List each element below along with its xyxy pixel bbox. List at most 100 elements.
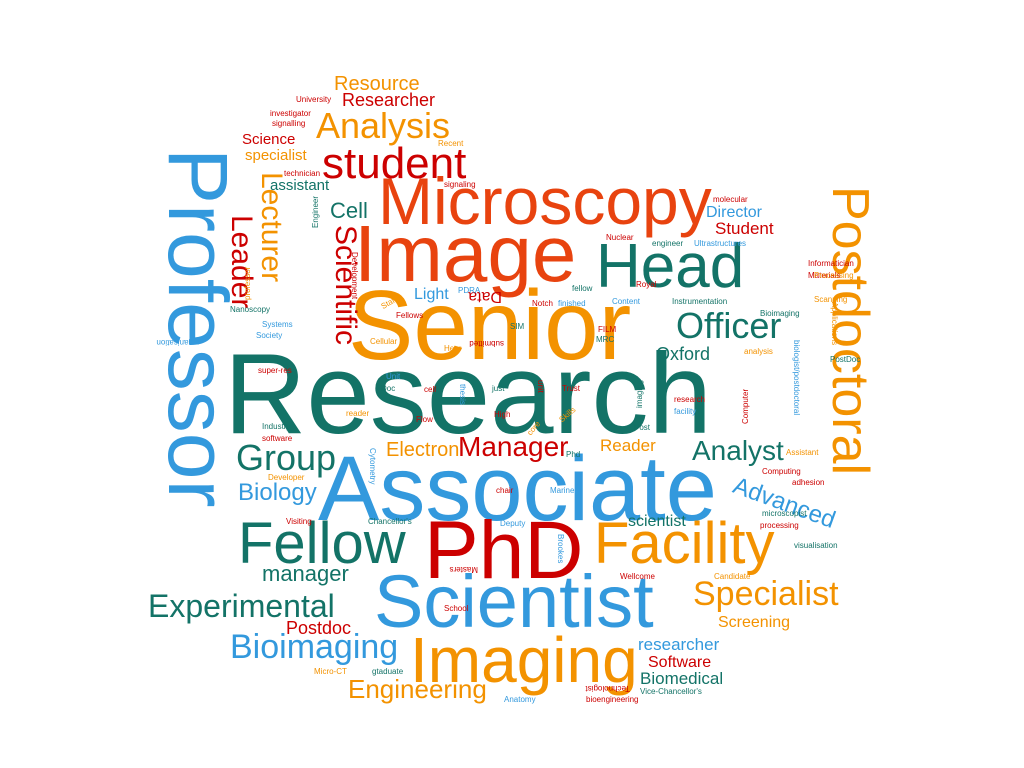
word-micro-ct: Micro-CT bbox=[314, 667, 347, 676]
word-research: Research bbox=[224, 331, 712, 458]
word-engineering: Engineering bbox=[348, 674, 487, 704]
word-thesis: thesis bbox=[458, 384, 467, 405]
word-doc: Doc bbox=[381, 384, 396, 393]
word-postdoc-camel: PostDoc bbox=[830, 355, 861, 364]
word-analysis: Analysis bbox=[316, 105, 451, 146]
word-analyst: Analyst bbox=[692, 435, 784, 466]
word-super-res: super-res bbox=[258, 366, 292, 375]
word-visiting: Visiting bbox=[286, 517, 312, 526]
word-oxford: Oxford bbox=[656, 344, 711, 364]
word-mrc: MRC bbox=[596, 335, 615, 344]
word-just: just bbox=[492, 384, 505, 393]
word-scientist: Scientist bbox=[374, 560, 654, 643]
word-microscopy: Microscopy bbox=[378, 164, 712, 238]
word-systems: Systems bbox=[262, 320, 293, 329]
word-professor-lc: professor bbox=[243, 266, 252, 300]
word-cytometry: Cytometry bbox=[368, 448, 377, 485]
word-visualisation: visualisation bbox=[794, 541, 838, 550]
word-cell: Cell bbox=[330, 198, 368, 223]
word-electron: Electron bbox=[386, 439, 460, 461]
word-manager: Manager bbox=[458, 431, 569, 462]
word-research-lc: research bbox=[674, 395, 706, 404]
word-group: Group bbox=[236, 437, 337, 478]
word-high: High bbox=[494, 410, 511, 419]
word-scanning: Scanning bbox=[814, 295, 848, 304]
word-recent: Recent bbox=[438, 139, 464, 148]
word-signaling: signaling bbox=[444, 180, 476, 189]
word-vice-chancellors: Vice-Chancellor's bbox=[640, 687, 702, 696]
word-software-lc: software bbox=[262, 434, 293, 443]
word-applications: Applications bbox=[830, 302, 839, 346]
word-science: Science bbox=[242, 131, 296, 148]
word-ultrastructures: Ultrastructures bbox=[694, 239, 747, 248]
word-facility-lc: facility bbox=[674, 407, 697, 416]
word-molecular: molecular bbox=[713, 195, 748, 204]
word-post: Post bbox=[634, 423, 651, 432]
word-assistant: assistant bbox=[270, 177, 330, 194]
word-reader: Reader bbox=[600, 436, 656, 455]
word-nanoscopy: Nanoscopy bbox=[230, 305, 271, 314]
word-film: FILM bbox=[598, 325, 617, 334]
word-fellow-lc: fellow bbox=[572, 284, 593, 293]
word-university: University bbox=[296, 95, 332, 104]
word-facility: Facility bbox=[594, 511, 775, 576]
word-anatomy: Anatomy bbox=[504, 695, 536, 704]
word-fellow: Fellow bbox=[238, 511, 406, 576]
word-software: Software bbox=[648, 654, 712, 671]
word-researcher-lc: researcher bbox=[638, 635, 720, 654]
word-image: Image bbox=[354, 209, 577, 298]
word-phd-lc: Phd bbox=[566, 450, 581, 459]
word-chancellors: Chancellor's bbox=[368, 517, 412, 526]
word-biologist-postdoctoral: biologist/postdoctoral bbox=[792, 340, 801, 416]
word-imaging: Imaging bbox=[410, 624, 638, 696]
word-light: Light bbox=[414, 286, 449, 303]
word-content: Content bbox=[612, 297, 641, 306]
word-signalling: signalling bbox=[272, 119, 306, 128]
word-student: student bbox=[322, 139, 467, 188]
word-cellular: Cellular bbox=[370, 337, 398, 346]
word-gtaduate: gtaduate bbox=[372, 667, 404, 676]
word-hear: Hear bbox=[444, 344, 462, 353]
word-biomedical: Biomedical bbox=[640, 669, 724, 688]
word-notch: Notch bbox=[532, 299, 553, 308]
word-wellcome: Wellcome bbox=[620, 572, 655, 581]
word-manager-lc: manager bbox=[262, 561, 349, 586]
word-imaging-lc: imaging bbox=[635, 379, 644, 408]
word-flow: Flow bbox=[416, 415, 433, 424]
word-director: Director bbox=[706, 204, 763, 221]
word-resource: Resource bbox=[334, 73, 420, 95]
word-materials: Materials bbox=[808, 271, 841, 280]
word-head: Head bbox=[596, 232, 745, 301]
word-student-uc: Student bbox=[715, 219, 774, 238]
word-microscopist: microscopist bbox=[762, 509, 807, 518]
word-processing: processing bbox=[760, 521, 799, 530]
word-postdoc: Postdoc bbox=[286, 618, 352, 638]
word-reader-lc: reader bbox=[346, 409, 370, 418]
word-fellows: Fellows bbox=[396, 311, 424, 320]
word-computing: Computing bbox=[762, 467, 801, 476]
word-marine: Marine bbox=[550, 486, 575, 495]
word-royal: Royal bbox=[636, 280, 657, 289]
word-trust: Trust bbox=[562, 384, 580, 393]
word-technologist: Technologist bbox=[585, 684, 630, 693]
word-engineer: Engineer bbox=[311, 195, 320, 228]
word-unit-lc: unit bbox=[536, 380, 545, 393]
word-technician: technician bbox=[284, 169, 321, 178]
word-specialist: Specialist bbox=[693, 575, 839, 613]
word-investigator: investigator bbox=[270, 109, 311, 118]
word-chair: chair bbox=[496, 486, 514, 495]
word-cell-lc: cell bbox=[424, 385, 437, 394]
word-unit: Unit bbox=[386, 372, 401, 381]
word-candidate: Candidate bbox=[714, 572, 751, 581]
word-instrumentation: Instrumentation bbox=[672, 297, 728, 306]
word-nuclear: Nuclear bbox=[606, 233, 634, 242]
word-engineer-lc: engineer bbox=[652, 239, 684, 248]
word-bioimaging: Bioimaging bbox=[230, 628, 399, 666]
word-sim: SIM bbox=[510, 322, 525, 331]
word-analysis-lc: analysis bbox=[744, 347, 773, 356]
word-processing-uc: Processing bbox=[814, 271, 854, 280]
word-experimental: Experimental bbox=[148, 588, 335, 624]
word-adhesion: adhesion bbox=[792, 478, 825, 487]
word-bioengineering: bioengineering bbox=[586, 695, 639, 704]
